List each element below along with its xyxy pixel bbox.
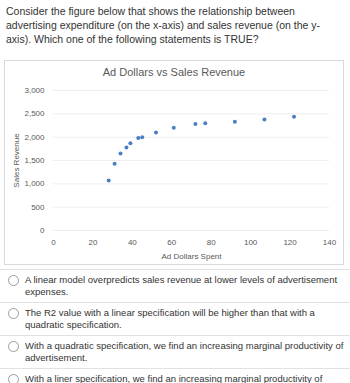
html-text:With a quadratic specification: With a quadratic specification, we find …: [25, 340, 344, 363]
svg-text:140: 140: [323, 238, 337, 247]
svg-text:1,500: 1,500: [24, 156, 45, 165]
svg-text:3,000: 3,000: [24, 86, 45, 95]
svg-text:2,000: 2,000: [24, 133, 45, 142]
html-text:A linear model overpredicts sa: A linear model overpredicts sales revenu…: [25, 274, 338, 297]
svg-text:20: 20: [88, 238, 97, 247]
svg-text:500: 500: [31, 203, 45, 212]
svg-text:100: 100: [244, 238, 258, 247]
svg-text:120: 120: [283, 238, 297, 247]
svg-text:2,500: 2,500: [24, 109, 45, 118]
svg-text:80: 80: [207, 238, 216, 247]
svg-text:0: 0: [40, 226, 45, 235]
html-text:Consider the figure below that: Consider the figure below that shows the…: [6, 5, 320, 45]
svg-text:Sales Revenue: Sales Revenue: [12, 133, 21, 188]
svg-text:Ad Dollars Spent: Ad Dollars Spent: [161, 252, 222, 261]
html-text:The R2 value with a linear spe: The R2 value with a linear specification…: [25, 307, 315, 330]
svg-text:60: 60: [167, 238, 176, 247]
html-text:Ad Dollars vs Sales Revenue: Ad Dollars vs Sales Revenue: [102, 66, 246, 78]
svg-text:1,000: 1,000: [24, 179, 45, 188]
svg-text:40: 40: [128, 238, 137, 247]
svg-text:0: 0: [51, 238, 56, 247]
